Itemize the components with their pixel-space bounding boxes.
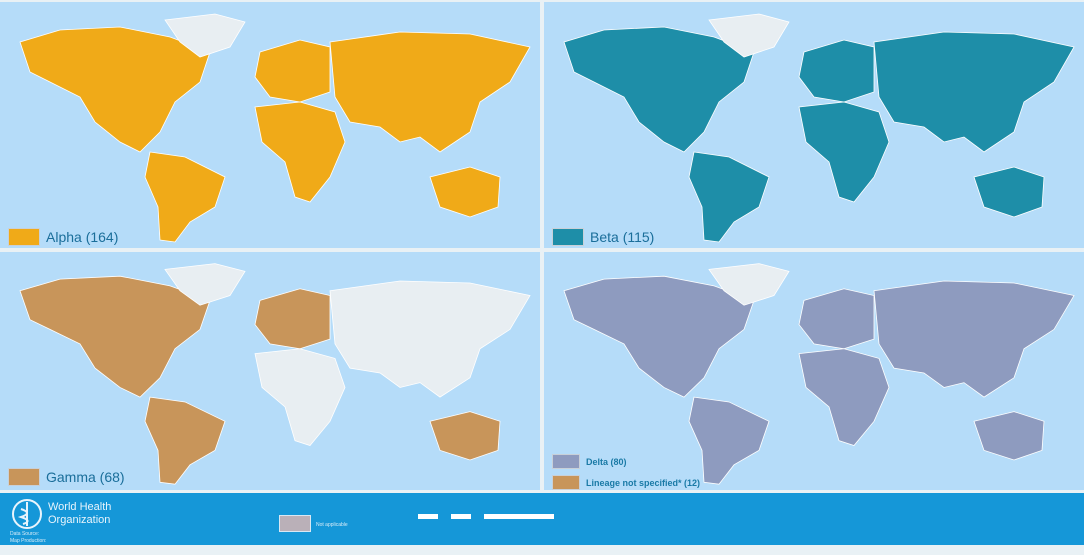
legend-gamma: Gamma (68) bbox=[8, 468, 125, 486]
map-panel-alpha: Alpha (164) bbox=[0, 2, 540, 248]
legend-label-lineage: Lineage not specified* (12) bbox=[586, 477, 701, 488]
region-europe bbox=[254, 288, 331, 350]
legend-lineage-not-specified: Lineage not specified* (12) bbox=[552, 475, 700, 490]
legend-swatch-alpha bbox=[8, 228, 40, 246]
region-south-america bbox=[144, 151, 226, 243]
legend-swatch-beta bbox=[552, 228, 584, 246]
region-europe bbox=[254, 39, 331, 103]
world-map-alpha bbox=[19, 13, 531, 243]
region-north-america bbox=[19, 275, 211, 398]
region-south-america bbox=[688, 151, 770, 243]
region-australia bbox=[429, 411, 501, 461]
scale-bar bbox=[418, 514, 438, 519]
region-europe bbox=[798, 39, 875, 103]
region-europe bbox=[798, 288, 875, 350]
org-line-2: Organization bbox=[48, 514, 111, 526]
map-panel-gamma: Gamma (68) bbox=[0, 252, 540, 490]
region-north-america bbox=[563, 275, 755, 398]
map-panel-beta: Beta (115) bbox=[544, 2, 1084, 248]
who-logo-icon bbox=[12, 499, 42, 529]
region-asia bbox=[329, 280, 531, 398]
region-north-america bbox=[563, 26, 755, 153]
scale-bar bbox=[451, 514, 471, 519]
legend-label-alpha: Alpha (164) bbox=[46, 229, 119, 245]
region-australia bbox=[973, 166, 1045, 218]
region-africa bbox=[798, 101, 890, 203]
legend-label-beta: Beta (115) bbox=[590, 229, 655, 245]
legend-beta: Beta (115) bbox=[552, 228, 654, 246]
legend-delta: Delta (80) bbox=[552, 454, 627, 469]
map-production: Map Production: bbox=[10, 538, 47, 544]
region-africa bbox=[254, 101, 346, 203]
map-panel-delta: Delta (80) Lineage not specified* (12) bbox=[544, 252, 1084, 490]
footer: World Health Organization Data Source: M… bbox=[0, 493, 1084, 545]
region-asia bbox=[873, 31, 1075, 153]
organization-name: World Health Organization bbox=[48, 501, 111, 527]
legend-label-delta: Delta (80) bbox=[586, 456, 627, 467]
world-map-gamma bbox=[19, 263, 531, 485]
org-line-1: World Health bbox=[48, 501, 112, 513]
region-asia bbox=[329, 31, 531, 153]
world-map-beta bbox=[563, 13, 1075, 243]
legend-swatch-delta bbox=[552, 454, 580, 469]
legend-label-gamma: Gamma (68) bbox=[46, 469, 125, 485]
region-asia bbox=[873, 280, 1075, 398]
region-africa bbox=[798, 348, 890, 446]
region-south-america bbox=[144, 396, 226, 485]
region-africa bbox=[254, 348, 346, 446]
region-australia bbox=[429, 166, 501, 218]
scale-bar bbox=[484, 514, 554, 519]
not-applicable-swatch bbox=[279, 515, 311, 532]
region-australia bbox=[973, 411, 1045, 461]
legend-swatch-lineage bbox=[552, 475, 580, 490]
data-source: Data Source: bbox=[10, 531, 40, 537]
not-applicable-label: Not applicable bbox=[316, 522, 348, 528]
legend-alpha: Alpha (164) bbox=[8, 228, 118, 246]
region-north-america bbox=[19, 26, 211, 153]
legend-swatch-gamma bbox=[8, 468, 40, 486]
region-south-america bbox=[688, 396, 770, 485]
